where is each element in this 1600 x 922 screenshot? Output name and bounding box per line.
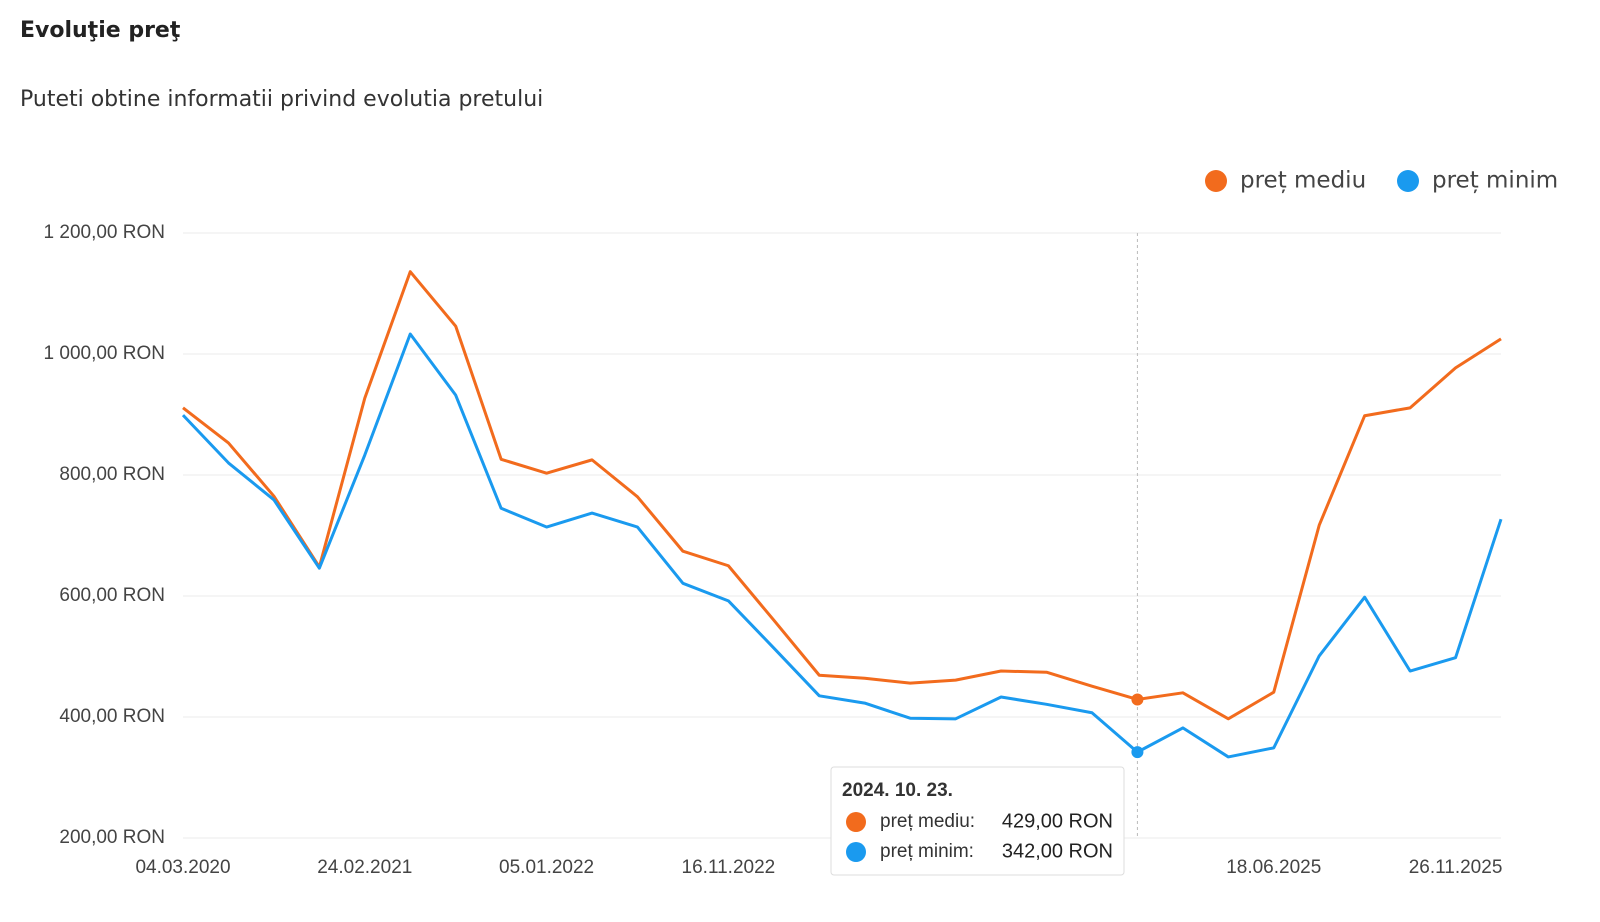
y-tick-label: 600,00 RON (59, 585, 165, 606)
tooltip-marker (846, 812, 866, 832)
y-tick-label: 1 200,00 RON (44, 222, 165, 243)
y-tick-label: 400,00 RON (59, 706, 165, 727)
legend-label[interactable]: preț minim (1432, 168, 1558, 194)
tooltip-marker (846, 842, 866, 862)
x-tick-label: 05.01.2022 (499, 857, 594, 878)
series-line (182, 270, 1502, 721)
tooltip-label: preț minim: (880, 841, 974, 862)
tooltip-label: preț mediu: (880, 811, 975, 832)
legend-marker (1397, 170, 1419, 192)
legend-label[interactable]: preț mediu (1240, 168, 1366, 194)
y-tick-label: 200,00 RON (59, 827, 165, 848)
tooltip-value: 429,00 RON (1002, 810, 1113, 832)
x-tick-label: 18.06.2025 (1226, 857, 1321, 878)
hover-point (1131, 746, 1144, 759)
tooltip-value: 342,00 RON (1002, 840, 1113, 862)
legend-marker (1205, 170, 1227, 192)
x-tick-label: 16.11.2022 (682, 857, 776, 878)
x-tick-label: 24.02.2021 (317, 857, 412, 878)
tooltip-box (830, 766, 1125, 876)
tooltip-date: 2024. 10. 23. (842, 780, 953, 801)
subtitle: Puteti obtine informatii privind evoluti… (20, 87, 543, 112)
title: Evoluţie preţ (20, 18, 181, 43)
x-tick-label: 04.03.2020 (135, 857, 230, 878)
y-tick-label: 1 000,00 RON (44, 343, 165, 364)
chart: 200,00 RON 400,00 RON 600,00 RON 800,00 RON… (44, 168, 1559, 879)
x-tick-label: 26.11.2025 (1409, 857, 1503, 878)
tooltip: 2024. 10. 23. preț mediu: 429,00 RON preț m… (830, 766, 1125, 876)
series-line (181, 332, 1503, 759)
y-tick-label: 800,00 RON (59, 464, 165, 485)
hover-point (1131, 693, 1144, 706)
